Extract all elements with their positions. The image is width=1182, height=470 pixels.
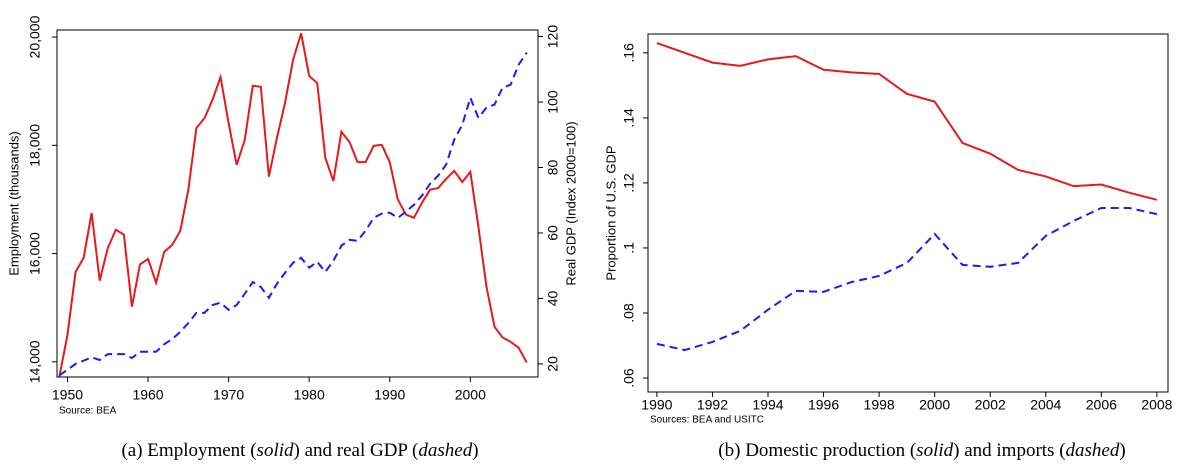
caption-part: ) and imports (: [953, 440, 1065, 461]
source-note: Source: BEA: [59, 406, 117, 417]
series-line: [58, 52, 528, 377]
x-tick-label: 1950: [52, 387, 83, 403]
y-tick-label: .12: [621, 173, 637, 193]
caption-part: ): [472, 440, 478, 461]
y2-tick-label: 60: [545, 225, 561, 241]
x-tick-label: 2002: [975, 397, 1006, 413]
y-tick-label: .16: [621, 43, 637, 63]
x-tick-label: 1992: [697, 397, 728, 413]
x-tick-label: 1990: [374, 387, 405, 403]
y2-tick-label: 20: [545, 356, 561, 372]
y2-tick-label: 80: [545, 159, 561, 175]
y2-tick-label: 120: [545, 25, 561, 49]
plot-frame: [56, 29, 539, 378]
x-tick-label: 1998: [864, 397, 895, 413]
y-tick-label: 14,000: [27, 340, 43, 383]
y-tick-label: .1: [621, 242, 637, 254]
x-tick-label: 1996: [808, 397, 839, 413]
x-tick-label: 2000: [455, 387, 486, 403]
caption-part: solid: [257, 440, 294, 461]
x-tick-label: 2000: [919, 397, 950, 413]
series-line: [656, 206, 1158, 352]
y2-tick-label: 100: [545, 90, 561, 114]
caption: (a) Employment (solid) and real GDP (das…: [121, 440, 478, 461]
source-note: Sources: BEA and USITC: [650, 415, 764, 426]
x-tick-label: 2008: [1141, 397, 1172, 413]
caption-part: dashed: [418, 440, 472, 461]
caption-part: ): [1119, 440, 1125, 461]
x-tick-label: 1960: [132, 387, 163, 403]
caption-part: ) and real GDP (: [294, 440, 419, 461]
y2-axis-title: Real GDP (Index 2000=100): [563, 121, 578, 285]
y2-tick-label: 40: [545, 290, 561, 306]
x-tick-label: 1990: [641, 397, 672, 413]
caption-part: dashed: [1066, 440, 1120, 461]
y-tick-label: .06: [621, 368, 637, 388]
y-tick-label: 16,000: [27, 232, 43, 275]
y-tick-label: 18,000: [27, 124, 43, 167]
caption-part: (a) Employment (: [121, 440, 256, 461]
y-tick-label: 20,000: [27, 15, 43, 58]
y-tick-label: .14: [621, 108, 637, 128]
series-line: [58, 32, 528, 377]
x-tick-label: 1994: [752, 397, 783, 413]
plot-frame: [647, 33, 1169, 393]
series-line: [656, 42, 1158, 201]
x-tick-label: 2006: [1086, 397, 1117, 413]
y-axis-title: Employment (thousands): [6, 131, 21, 276]
x-tick-label: 2004: [1030, 397, 1061, 413]
y-axis-title: Proportion of U.S. GDP: [603, 145, 618, 280]
caption: (b) Domestic production (solid) and impo…: [718, 440, 1125, 461]
x-tick-label: 1970: [213, 387, 244, 403]
caption-part: (b) Domestic production (: [718, 440, 916, 461]
y-tick-label: .08: [621, 303, 637, 323]
x-tick-label: 1980: [294, 387, 325, 403]
caption-part: solid: [916, 440, 953, 461]
